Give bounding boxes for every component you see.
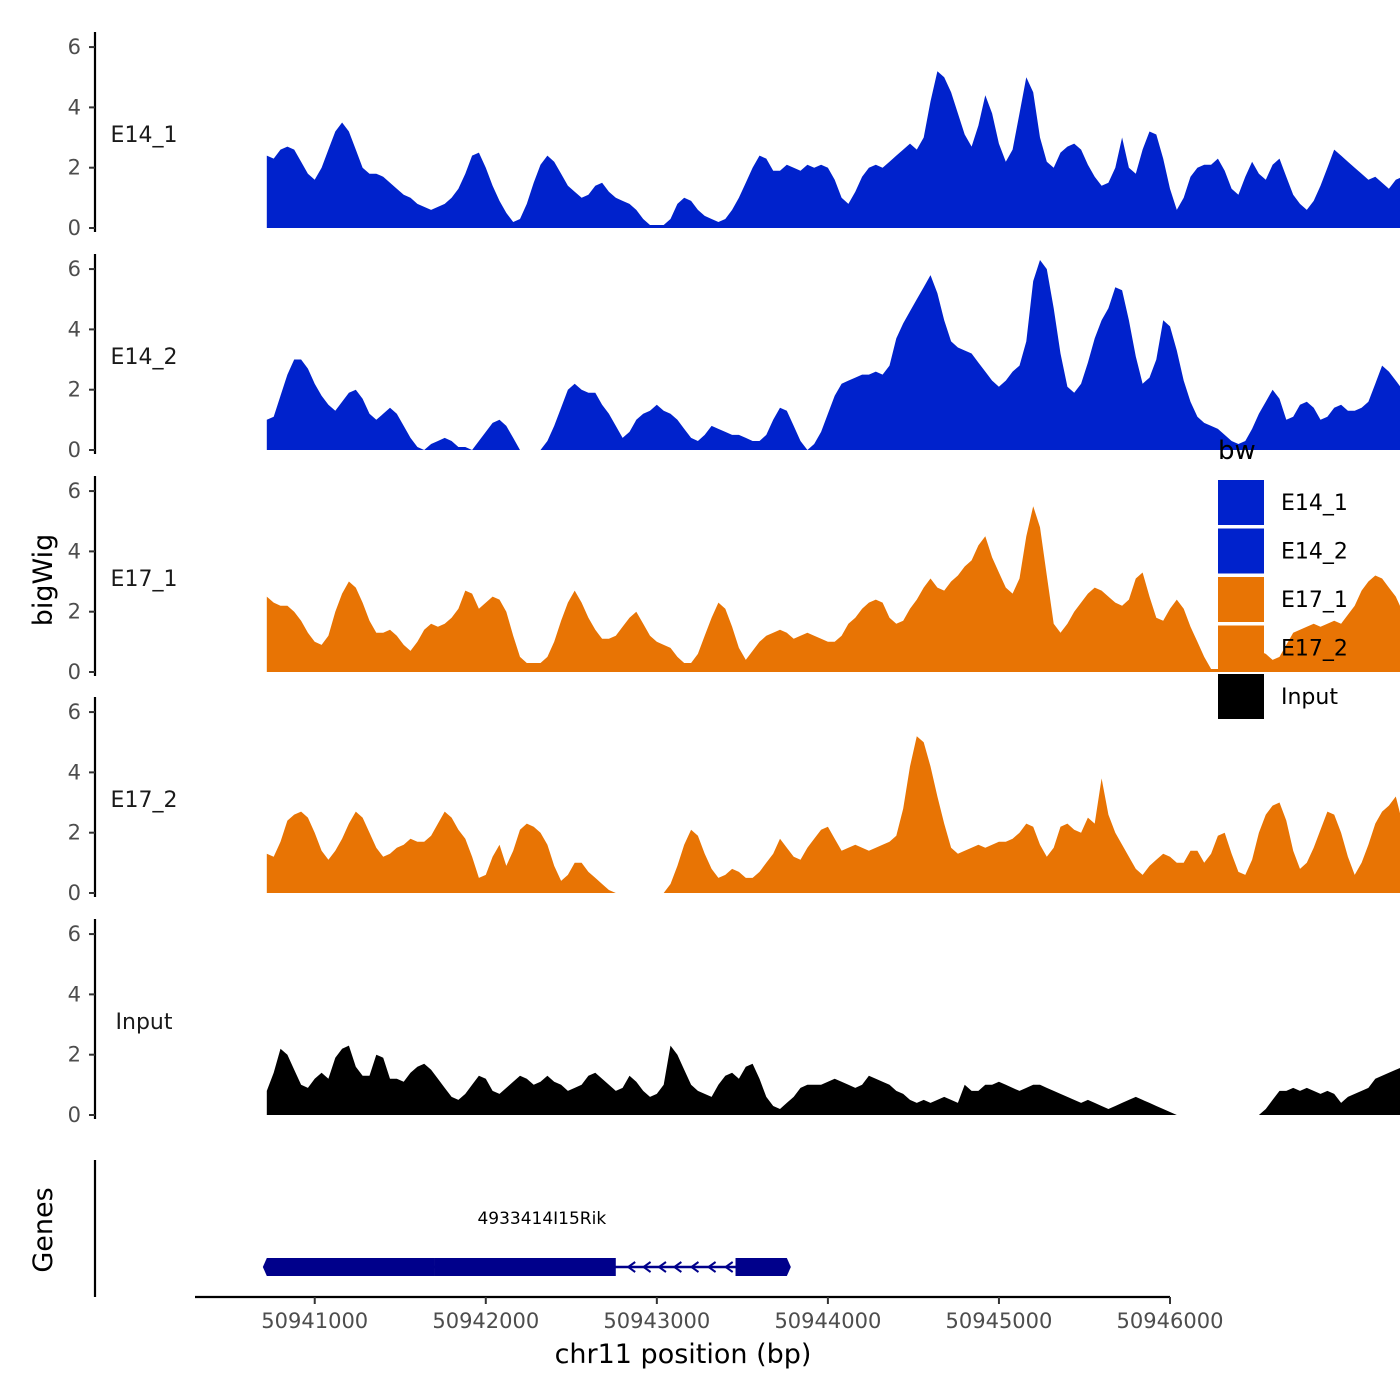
y-tick-label: 2 (68, 378, 81, 402)
track-e14-2: 0 2 4 6 E14_2 (68, 254, 1400, 462)
legend-item-e17-1: E17_1 (1218, 577, 1348, 622)
y-tick-label: 4 (68, 317, 81, 341)
y-tick-label: 6 (68, 257, 81, 281)
legend-item-e14-2: E14_2 (1218, 528, 1348, 574)
legend-title: bw (1218, 436, 1256, 466)
y-tick-label: 2 (68, 821, 81, 845)
y-tick-label: 4 (68, 539, 81, 563)
track-label: E17_2 (111, 788, 178, 813)
signal-area (266, 736, 1400, 893)
y-tick-label: 4 (68, 760, 81, 784)
y-tick-label: 2 (68, 156, 81, 180)
track-e14-1: 0 2 4 6 E14_1 (68, 32, 1400, 240)
legend-item-input: Input (1218, 674, 1338, 719)
x-axis-title: chr11 position (bp) (555, 1339, 812, 1370)
y-tick-label: 0 (68, 660, 81, 684)
strand-arrow (672, 1261, 682, 1273)
y-tick-label: 4 (68, 95, 81, 119)
y-tick-label: 2 (68, 1043, 81, 1067)
x-tick-label: 50946000 (1117, 1309, 1224, 1333)
x-tick-label: 50944000 (774, 1309, 881, 1333)
legend-swatch (1218, 577, 1264, 622)
legend-label: E14_1 (1281, 491, 1348, 516)
signal-area (266, 260, 1400, 450)
legend-item-e17-2: E17_2 (1218, 625, 1348, 671)
strand-arrow (689, 1261, 700, 1273)
legend-item-e14-1: E14_1 (1218, 480, 1348, 525)
y-tick-label: 6 (68, 479, 81, 503)
y-axis-title: bigWig (28, 534, 59, 627)
gene-exon (434, 1258, 616, 1276)
x-tick-label: 50943000 (603, 1309, 710, 1333)
y-tick-label: 0 (68, 438, 81, 462)
y-tick-label: 4 (68, 982, 81, 1006)
track-label: Input (116, 1010, 173, 1035)
y-tick-label: 6 (68, 922, 81, 946)
signal-area (266, 1045, 1400, 1115)
track-label: E14_1 (111, 123, 178, 148)
legend-swatch (1218, 528, 1264, 574)
legend-swatch (1218, 674, 1264, 719)
strand-arrow (626, 1261, 636, 1273)
y-tick-label: 0 (68, 1103, 81, 1127)
legend-label: Input (1281, 685, 1338, 710)
track-input: 0 2 4 6 Input (68, 919, 1400, 1127)
track-e17-1: 0 2 4 6 E17_1 (68, 476, 1400, 684)
strand-arrow (706, 1261, 717, 1273)
y-tick-label: 0 (68, 216, 81, 240)
legend-label: E17_1 (1281, 588, 1348, 613)
legend: bw E14_1 E14_2 E17_1 E17_2 Input (1218, 436, 1348, 719)
strand-arrow (657, 1261, 667, 1273)
genes-track: 4933414I15Rik (93, 1160, 791, 1297)
y-tick-label: 6 (68, 35, 81, 59)
x-tick-label: 50941000 (261, 1309, 368, 1333)
strand-arrow (641, 1261, 652, 1273)
track-label: E17_1 (111, 567, 178, 592)
gene-exon (266, 1258, 435, 1276)
y-tick-label: 0 (68, 881, 81, 905)
signal-area (266, 71, 1400, 228)
gene-end-cap (262, 1258, 271, 1276)
legend-swatch (1218, 480, 1264, 525)
genes-track-title: Genes (28, 1187, 59, 1272)
strand-arrow (723, 1261, 734, 1273)
x-tick-label: 50945000 (946, 1309, 1053, 1333)
signal-area (266, 506, 1400, 672)
bigwig-tracks: 0 2 4 6 E14_1 0 2 4 6 E14_2 0 2 4 6 E17_1 0 2 4 6 E17_2 0 2 4 6… (68, 32, 1400, 1127)
x-tick-label: 50942000 (432, 1309, 539, 1333)
legend-label: E14_2 (1281, 540, 1348, 565)
legend-label: E17_2 (1281, 637, 1348, 662)
gene-end-cap (782, 1258, 791, 1276)
y-tick-label: 2 (68, 600, 81, 624)
x-axis: 50941000 50942000 50943000 50944000 50945000… (195, 1295, 1224, 1333)
track-e17-2: 0 2 4 6 E17_2 (68, 697, 1400, 905)
y-tick-label: 6 (68, 700, 81, 724)
gene-exon (735, 1258, 787, 1276)
track-label: E14_2 (111, 345, 178, 370)
gene-name-label: 4933414I15Rik (477, 1209, 606, 1229)
legend-swatch (1218, 625, 1264, 671)
